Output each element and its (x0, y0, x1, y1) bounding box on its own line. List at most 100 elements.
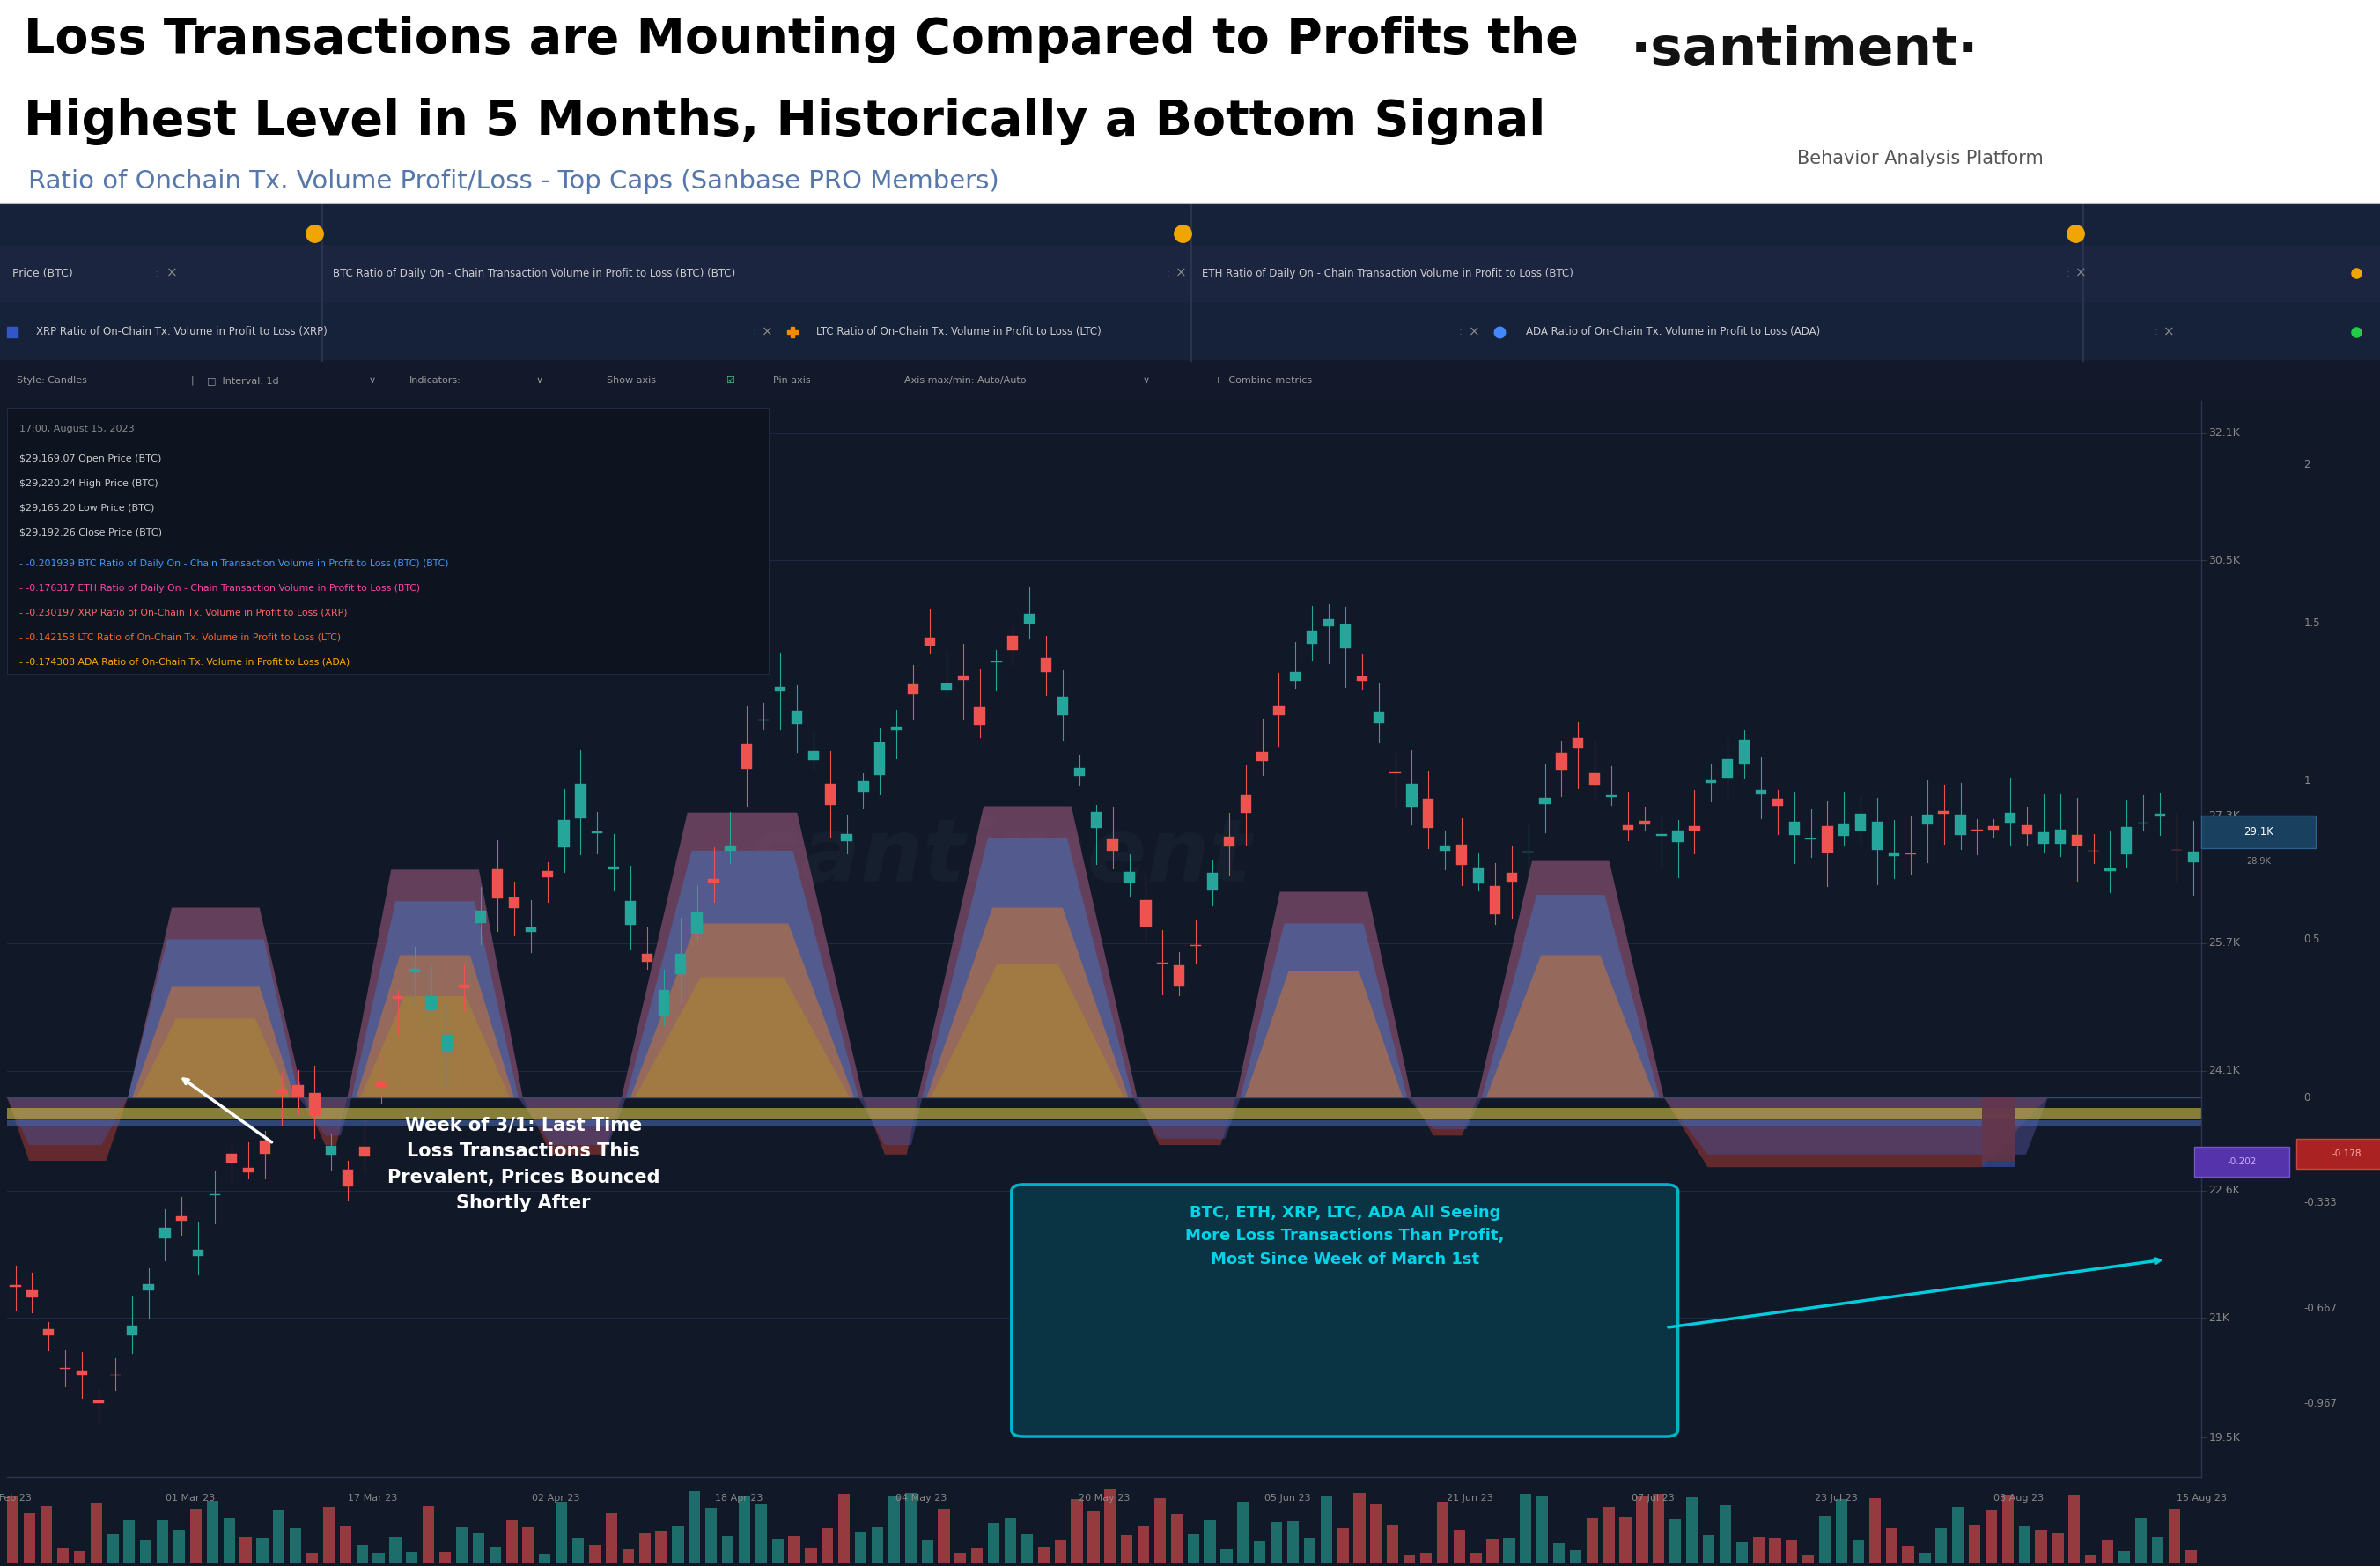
Bar (1640, 821, 1649, 824)
Bar (643, 954, 652, 962)
Bar (376, 1082, 386, 1087)
Bar (1921, 814, 1933, 825)
Text: 22.6K: 22.6K (2209, 1185, 2240, 1196)
Bar (243, 1168, 255, 1173)
Polygon shape (1664, 1098, 2047, 1154)
Text: ×: × (762, 326, 774, 338)
Bar (1768, 1538, 1780, 1563)
Bar (1537, 1497, 1547, 1563)
Text: 07 Jul 23: 07 Jul 23 (1630, 1494, 1676, 1503)
Text: 01 Mar 23: 01 Mar 23 (164, 1494, 214, 1503)
Bar (2004, 813, 2016, 824)
Text: ∨: ∨ (369, 376, 376, 385)
Bar (1123, 872, 1135, 883)
Bar (1702, 1536, 1714, 1563)
Polygon shape (1138, 1098, 1235, 1145)
Bar (459, 985, 469, 988)
Bar (1104, 1489, 1116, 1563)
Bar (2002, 1494, 2013, 1563)
Bar (1473, 868, 1483, 883)
Bar (1257, 752, 1269, 761)
Text: -0.667: -0.667 (2304, 1303, 2337, 1314)
Bar (440, 1552, 450, 1563)
Bar (507, 1521, 516, 1563)
Polygon shape (300, 1098, 352, 1135)
Bar (1471, 1553, 1483, 1563)
Bar (1790, 822, 1799, 835)
Bar (1504, 1538, 1516, 1563)
Bar (671, 1527, 683, 1563)
Bar (2168, 1508, 2180, 1563)
Polygon shape (926, 908, 1128, 1098)
Bar (190, 1508, 202, 1563)
Bar (1457, 846, 1466, 864)
Bar (2021, 825, 2033, 835)
Bar (1706, 780, 1716, 783)
Bar (1290, 672, 1302, 681)
Text: Behavior Analysis Platform: Behavior Analysis Platform (1797, 149, 2042, 168)
Bar (7, 407, 769, 673)
Bar (474, 1532, 483, 1563)
Bar (890, 727, 902, 730)
Bar (1254, 1541, 1266, 1563)
Bar (1968, 1525, 1980, 1563)
Bar (721, 1536, 733, 1563)
Bar (609, 866, 619, 869)
Polygon shape (1664, 1098, 2047, 1167)
Text: :: : (752, 326, 757, 337)
Bar (1390, 772, 1402, 774)
Bar (1890, 852, 1899, 857)
Bar (743, 744, 752, 769)
Polygon shape (1478, 860, 1664, 1098)
Text: 02 Apr 23: 02 Apr 23 (531, 1494, 581, 1503)
Bar (1656, 835, 1666, 836)
Bar (476, 911, 486, 924)
Bar (1571, 1550, 1580, 1563)
Bar (1507, 872, 1516, 882)
Text: :: : (1459, 326, 1464, 337)
Bar (126, 1325, 138, 1336)
Bar (1340, 625, 1352, 648)
Bar (1756, 791, 1766, 794)
Bar (2102, 1541, 2113, 1563)
Bar (1590, 774, 1599, 785)
Bar (1902, 1546, 1914, 1563)
Polygon shape (1235, 891, 1411, 1098)
Bar (704, 1508, 716, 1563)
Text: 1.5: 1.5 (2304, 617, 2320, 628)
Text: 08 Aug 23: 08 Aug 23 (1994, 1494, 2044, 1503)
Text: $29,169.07 Open Price (BTC): $29,169.07 Open Price (BTC) (19, 454, 162, 464)
Text: Axis max/min: Auto/Auto: Axis max/min: Auto/Auto (904, 376, 1026, 385)
Bar (1138, 1527, 1150, 1563)
Text: 28.9K: 28.9K (2247, 857, 2271, 866)
Polygon shape (919, 806, 1138, 1098)
Bar (43, 1330, 55, 1336)
Bar (738, 1497, 750, 1563)
Bar (973, 708, 985, 725)
Bar (1868, 1499, 1880, 1563)
Bar (1388, 1524, 1399, 1563)
Bar (1773, 799, 1783, 805)
Polygon shape (859, 1098, 921, 1145)
Text: 21 Jun 23: 21 Jun 23 (1447, 1494, 1492, 1503)
Bar (1154, 1499, 1166, 1563)
Text: 2: 2 (2304, 459, 2311, 470)
Polygon shape (1407, 1098, 1483, 1129)
Bar (390, 1536, 402, 1563)
Polygon shape (359, 996, 509, 1098)
Bar (1802, 1555, 1814, 1563)
Bar (1735, 1543, 1747, 1563)
Bar (207, 1500, 219, 1563)
Bar (1983, 1098, 2016, 1160)
Polygon shape (931, 965, 1123, 1098)
Text: ×: × (1468, 326, 1480, 338)
Bar (1937, 811, 1949, 814)
Bar (1121, 1535, 1133, 1563)
Bar (374, 1553, 386, 1563)
Bar (588, 1546, 600, 1563)
Bar (159, 1228, 171, 1239)
Bar (1238, 1502, 1250, 1563)
Bar (1140, 900, 1152, 927)
Text: Loss Transactions are Mounting Compared to Profits the: Loss Transactions are Mounting Compared … (24, 16, 1578, 64)
Bar (857, 781, 869, 792)
